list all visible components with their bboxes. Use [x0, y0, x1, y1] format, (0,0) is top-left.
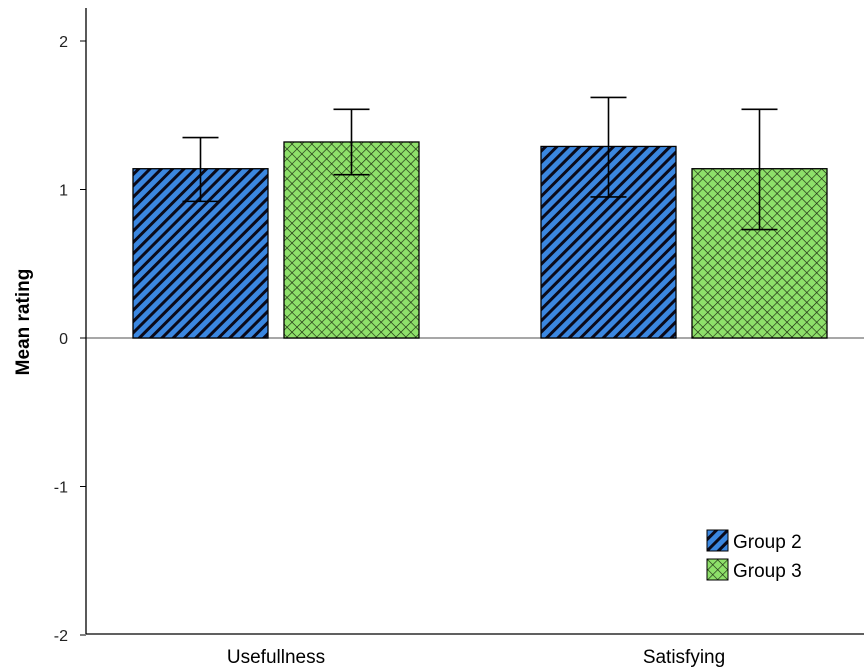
legend: Group 2 Group 3	[707, 530, 802, 582]
x-category-label: Satisfying	[643, 647, 725, 668]
legend-swatch-3	[707, 559, 728, 580]
y-tick-label: 0	[59, 331, 68, 348]
x-category-label: Usefullness	[227, 647, 325, 668]
y-tick-label: 2	[59, 34, 68, 51]
y-axis-title: Mean rating	[13, 269, 34, 376]
legend-label: Group 2	[733, 532, 802, 553]
legend-swatch-2	[707, 530, 728, 551]
x-axis: Usefullness Satisfying	[86, 634, 864, 668]
y-axis: 2 1 0 -1 -2	[54, 8, 86, 645]
legend-label: Group 3	[733, 561, 802, 582]
plot-area	[86, 97, 864, 338]
y-tick-label: -2	[54, 628, 68, 645]
y-tick-label: 1	[59, 183, 68, 200]
y-tick-label: -1	[54, 480, 68, 497]
